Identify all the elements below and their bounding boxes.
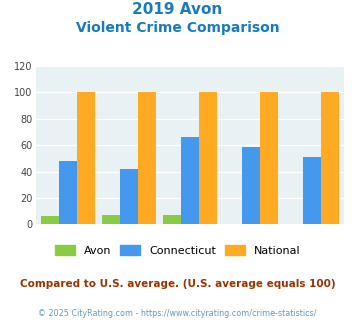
Bar	[120, 169, 138, 224]
Text: Violent Crime Comparison: Violent Crime Comparison	[76, 21, 279, 35]
Bar	[260, 92, 278, 224]
Bar	[77, 92, 95, 224]
Text: Compared to U.S. average. (U.S. average equals 100): Compared to U.S. average. (U.S. average …	[20, 279, 335, 289]
Text: © 2025 CityRating.com - https://www.cityrating.com/crime-statistics/: © 2025 CityRating.com - https://www.city…	[38, 309, 317, 317]
Bar	[59, 161, 77, 224]
Bar	[199, 92, 217, 224]
Legend: Avon, Connecticut, National: Avon, Connecticut, National	[51, 242, 304, 259]
Bar	[303, 157, 321, 224]
Bar	[242, 147, 260, 224]
Bar	[163, 215, 181, 224]
Text: 2019 Avon: 2019 Avon	[132, 2, 223, 16]
Bar	[181, 137, 199, 224]
Bar	[138, 92, 156, 224]
Bar	[321, 92, 339, 224]
Bar	[102, 215, 120, 224]
Bar	[41, 216, 59, 224]
